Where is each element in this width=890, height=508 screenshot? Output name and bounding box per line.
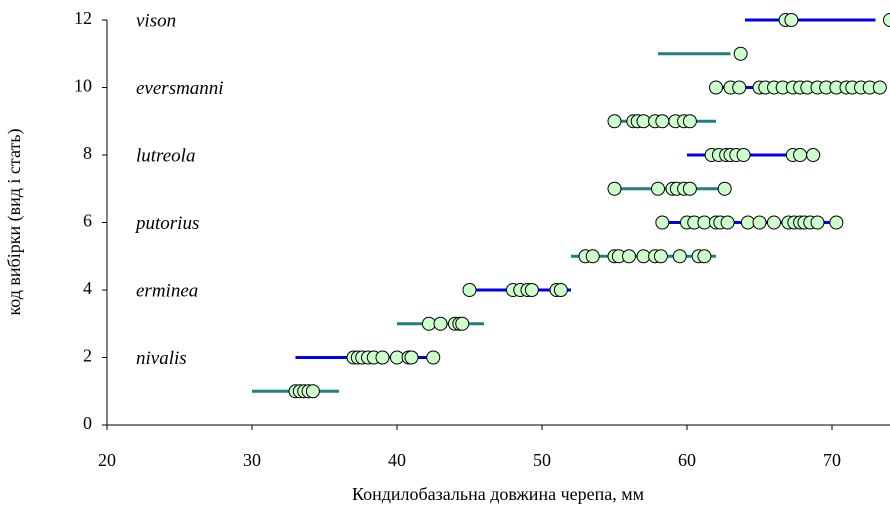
point — [421, 316, 436, 331]
point — [752, 215, 767, 230]
point — [426, 350, 441, 365]
point — [390, 350, 404, 365]
species-label: erminea — [136, 280, 198, 301]
point — [655, 215, 670, 230]
point — [697, 215, 712, 230]
point — [433, 316, 448, 331]
point — [740, 215, 755, 230]
point — [305, 384, 320, 399]
point — [736, 148, 751, 162]
species-label: nivalis — [136, 348, 187, 369]
point — [720, 215, 735, 230]
point — [622, 249, 636, 264]
point — [636, 249, 651, 264]
point — [682, 181, 697, 196]
y-tick-label: 2 — [83, 346, 92, 366]
point — [375, 350, 390, 365]
point — [672, 249, 687, 264]
y-axis-title: код вибірки (вид і стать) — [4, 128, 25, 315]
point — [404, 350, 419, 365]
species-label: eversmanni — [136, 78, 224, 99]
point — [585, 249, 600, 264]
y-tick-label: 6 — [83, 211, 92, 231]
point — [636, 114, 651, 129]
point — [697, 249, 712, 264]
point — [455, 316, 470, 331]
point — [733, 46, 748, 61]
x-axis-title: Кондилобазальна довжина черепа, мм — [352, 484, 644, 504]
x-tick-label: 20 — [98, 450, 116, 470]
point — [732, 80, 747, 95]
y-tick-label: 0 — [83, 413, 92, 433]
y-tick-label: 12 — [74, 8, 92, 28]
point — [709, 80, 723, 95]
point — [883, 13, 890, 27]
y-tick-label: 4 — [83, 278, 92, 298]
point — [553, 283, 568, 297]
x-tick-label: 40 — [388, 450, 406, 470]
species-label: putorius — [134, 213, 199, 234]
point — [607, 114, 622, 129]
x-tick-label: 50 — [533, 450, 551, 470]
point — [793, 148, 808, 162]
x-tick-label: 60 — [678, 450, 696, 470]
point — [806, 148, 821, 162]
point — [524, 283, 539, 297]
y-tick-label: 10 — [74, 76, 92, 96]
point — [653, 249, 668, 264]
point — [829, 215, 844, 230]
point — [682, 114, 697, 129]
point — [462, 283, 477, 297]
y-tick-label: 8 — [83, 143, 92, 163]
point — [784, 13, 799, 27]
point — [717, 181, 732, 196]
point — [607, 181, 622, 196]
x-tick-label: 70 — [823, 450, 841, 470]
x-tick-label: 30 — [243, 450, 261, 470]
point — [810, 215, 825, 230]
point — [655, 114, 670, 129]
species-label: lutreola — [136, 145, 195, 166]
point — [872, 80, 887, 95]
point — [651, 181, 665, 196]
point — [767, 215, 781, 230]
species-label: vison — [136, 10, 176, 31]
